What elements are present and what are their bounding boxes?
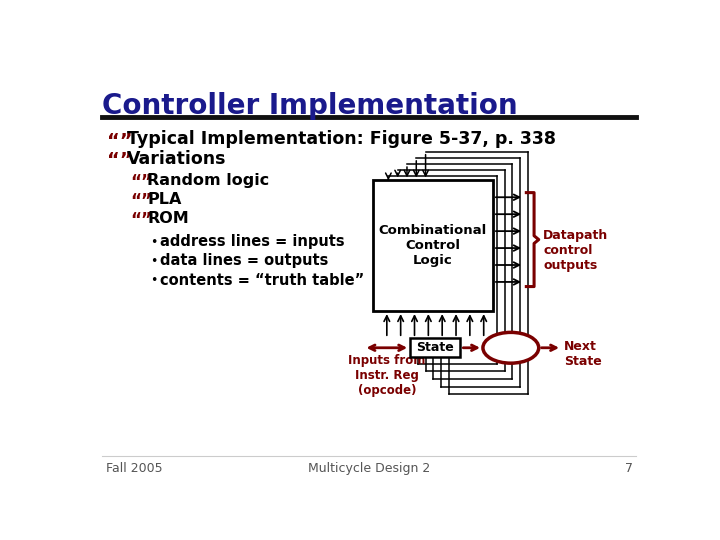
Text: 7: 7 xyxy=(624,462,632,475)
Text: Typical Implementation: Figure 5-37, p. 338: Typical Implementation: Figure 5-37, p. … xyxy=(127,130,557,148)
Ellipse shape xyxy=(483,333,539,363)
Text: data lines = outputs: data lines = outputs xyxy=(160,253,328,268)
Text: ROM: ROM xyxy=(148,211,189,226)
Text: contents = “truth table”: contents = “truth table” xyxy=(160,273,364,288)
Text: Inputs from
Instr. Reg
(opcode): Inputs from Instr. Reg (opcode) xyxy=(348,354,426,397)
Text: State: State xyxy=(416,341,454,354)
Text: “”: “” xyxy=(130,173,153,191)
Text: PLA: PLA xyxy=(148,192,181,207)
Text: •: • xyxy=(150,236,158,249)
Text: “”: “” xyxy=(107,151,132,170)
Text: Multicycle Design 2: Multicycle Design 2 xyxy=(308,462,430,475)
Text: “”: “” xyxy=(107,132,132,151)
Text: address lines = inputs: address lines = inputs xyxy=(160,234,344,249)
Text: Next
State: Next State xyxy=(564,340,602,368)
Text: Combinational
Control
Logic: Combinational Control Logic xyxy=(379,224,487,267)
Text: “”: “” xyxy=(130,211,153,229)
Text: Random logic: Random logic xyxy=(148,173,269,187)
Bar xyxy=(373,180,493,311)
Text: Variations: Variations xyxy=(127,150,227,167)
Text: “”: “” xyxy=(130,192,153,210)
Text: Fall 2005: Fall 2005 xyxy=(106,462,162,475)
Text: Datapath
control
outputs: Datapath control outputs xyxy=(544,229,608,272)
Text: •: • xyxy=(150,274,158,287)
Text: Controller Implementation: Controller Implementation xyxy=(102,92,517,120)
Bar xyxy=(410,338,461,357)
Text: •: • xyxy=(150,255,158,268)
